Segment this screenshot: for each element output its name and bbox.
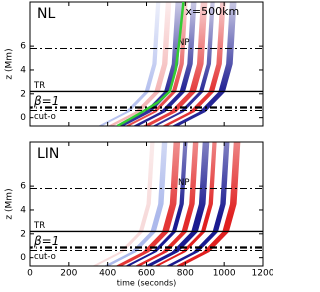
fade — [30, 142, 263, 266]
level-label: β=1 — [33, 94, 59, 108]
y-tick-label: 0 — [20, 253, 26, 263]
level-label: cut-o — [34, 252, 56, 262]
track-line — [116, 2, 185, 126]
panel-label: LIN — [37, 146, 59, 162]
x-tick-label: 1200 — [252, 269, 273, 279]
level-label: TR — [33, 81, 45, 91]
y-axis-label: z (Mm) — [5, 48, 15, 79]
level-label: β=1 — [33, 234, 59, 248]
level-label: NP — [178, 178, 189, 188]
wave-pattern — [30, 2, 263, 126]
fade — [30, 2, 263, 126]
y-tick-label: 6 — [20, 42, 26, 52]
wave-pattern — [30, 142, 263, 266]
panel-label: NL — [37, 6, 55, 22]
track-label: x=500km — [185, 5, 239, 18]
y-tick-label: 4 — [20, 65, 26, 75]
level-label: TR — [33, 221, 45, 231]
x-tick-label: 1000 — [213, 269, 236, 279]
x-tick-label: 0 — [27, 269, 33, 279]
y-tick-label: 2 — [20, 89, 26, 99]
y-axis-label: z (Mm) — [5, 188, 15, 219]
level-label: cut-o — [34, 112, 56, 122]
x-axis-label: time (seconds) — [117, 279, 177, 288]
figure: 0 2 4 6 z (Mm) NP TR β=1 cut-o x=500km NL 0 2 4 6 z (Mm… — [5, 1, 275, 288]
y-tick-label: 2 — [20, 229, 26, 239]
y-tick-label: 6 — [20, 182, 26, 192]
level-label: NP — [178, 38, 189, 48]
x-tick-label: 800 — [177, 269, 194, 279]
x-tick-label: 200 — [60, 269, 77, 279]
y-tick-label: 0 — [20, 113, 26, 123]
x-tick-label: 600 — [138, 269, 155, 279]
x-tick-label: 400 — [99, 269, 116, 279]
y-tick-label: 4 — [20, 205, 26, 215]
